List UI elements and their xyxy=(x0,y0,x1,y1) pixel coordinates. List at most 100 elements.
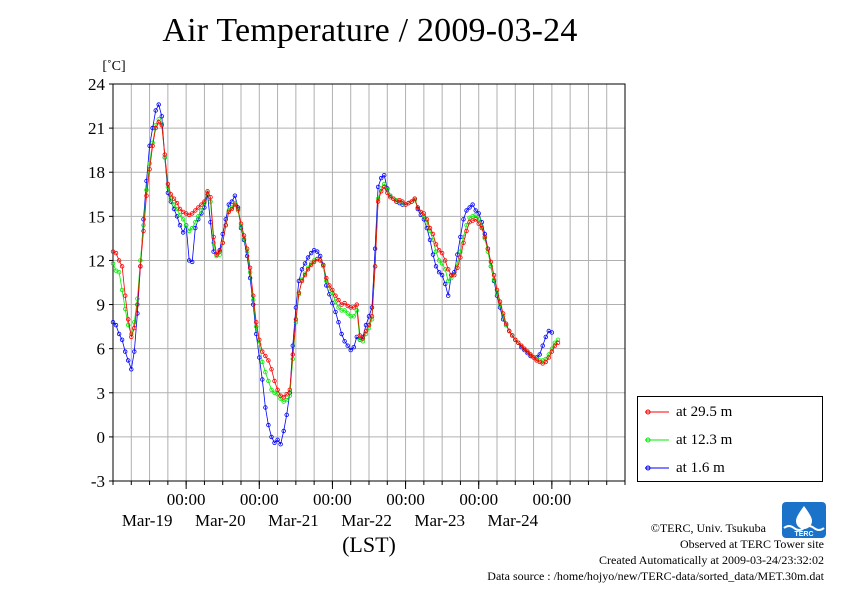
data-point xyxy=(189,211,195,216)
data-point xyxy=(202,199,207,204)
data-point xyxy=(360,339,366,344)
data-point xyxy=(528,352,533,357)
data-point xyxy=(177,212,183,218)
data-point xyxy=(473,217,478,222)
data-point xyxy=(503,321,509,326)
data-point xyxy=(436,247,442,253)
data-point xyxy=(147,143,152,148)
data-point xyxy=(168,196,174,201)
data-point xyxy=(305,267,311,272)
data-point xyxy=(260,377,265,382)
data-point xyxy=(372,246,378,251)
data-point xyxy=(339,331,344,337)
data-point xyxy=(308,262,314,268)
data-point xyxy=(360,336,366,341)
x-tick-label-date: Mar-23 xyxy=(414,511,465,530)
data-point xyxy=(415,205,420,210)
data-point xyxy=(205,189,210,194)
data-point xyxy=(458,234,463,240)
data-point xyxy=(491,272,497,278)
y-tick-label: 3 xyxy=(97,384,106,403)
data-point xyxy=(482,234,487,240)
data-point xyxy=(458,249,463,254)
y-tick-label: 6 xyxy=(97,340,106,359)
data-point xyxy=(113,322,119,328)
data-point xyxy=(351,305,356,310)
x-tick-label-time: 00:00 xyxy=(459,490,498,509)
data-point xyxy=(241,233,247,238)
data-point xyxy=(290,343,295,348)
data-point xyxy=(250,293,256,298)
data-point xyxy=(525,349,530,354)
data-point xyxy=(223,217,228,222)
data-point xyxy=(269,434,274,440)
data-point xyxy=(449,272,454,278)
data-point xyxy=(232,193,238,198)
data-point xyxy=(430,231,436,237)
y-tick-label: 18 xyxy=(88,163,105,182)
data-point xyxy=(266,358,271,363)
observed-text: Observed at TERC Tower site xyxy=(679,537,824,551)
legend-item: at 12.3 m xyxy=(644,429,732,451)
terc-logo: TERC xyxy=(782,502,826,538)
data-point xyxy=(147,167,152,172)
y-axis-unit-label: [˚C] xyxy=(102,59,125,74)
data-point xyxy=(293,317,299,322)
data-point xyxy=(333,293,338,298)
data-point xyxy=(211,234,216,240)
data-point xyxy=(458,255,463,260)
data-point xyxy=(168,192,174,197)
data-point xyxy=(299,267,305,272)
data-point xyxy=(357,333,363,338)
data-point xyxy=(494,287,500,293)
data-point xyxy=(464,228,469,234)
data-point xyxy=(263,370,268,375)
data-point xyxy=(537,352,542,357)
grid xyxy=(112,83,626,482)
data-point xyxy=(147,161,152,166)
data-point xyxy=(342,339,347,344)
legend-swatch-29-5m xyxy=(645,409,669,415)
data-point xyxy=(375,199,381,204)
data-point xyxy=(135,302,140,307)
data-point xyxy=(125,358,131,363)
data-point xyxy=(116,258,122,263)
data-point xyxy=(113,250,119,256)
data-point xyxy=(531,355,536,360)
data-point xyxy=(150,125,155,131)
data-point xyxy=(284,397,289,403)
created-text: Created Automatically at 2009-03-24/23:3… xyxy=(599,553,824,567)
data-point xyxy=(351,345,356,350)
data-point xyxy=(226,202,231,207)
data-point xyxy=(443,258,448,263)
data-point xyxy=(366,322,372,328)
x-tick-label-time: 00:00 xyxy=(167,490,206,509)
data-point xyxy=(318,253,323,259)
data-point xyxy=(488,264,494,269)
legend-item: at 1.6 m xyxy=(644,457,725,479)
data-point xyxy=(430,252,436,257)
data-point xyxy=(479,225,484,231)
data-point xyxy=(278,442,283,447)
data-point xyxy=(351,314,356,319)
x-tick-label-date: Mar-21 xyxy=(268,511,319,530)
data-point xyxy=(455,265,460,270)
data-point xyxy=(424,217,430,222)
legend-label: at 29.5 m xyxy=(676,403,733,420)
data-point xyxy=(174,206,180,212)
data-point xyxy=(284,392,289,397)
data-point xyxy=(226,209,231,215)
data-point xyxy=(372,264,378,269)
data-point xyxy=(122,293,128,298)
data-point xyxy=(254,320,259,325)
data-point xyxy=(272,440,277,445)
data-point xyxy=(199,208,204,213)
data-point xyxy=(400,199,405,204)
data-point xyxy=(476,221,481,226)
data-point xyxy=(345,311,350,316)
data-point xyxy=(327,283,332,288)
data-point xyxy=(409,199,414,204)
data-point xyxy=(336,297,341,303)
data-point xyxy=(287,387,292,392)
data-point xyxy=(159,122,164,128)
